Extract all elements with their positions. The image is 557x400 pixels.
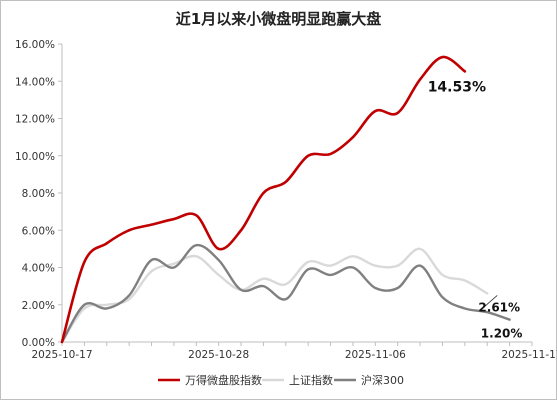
series-line-2 bbox=[60, 243, 511, 344]
legend-label-0: 万得微盘股指数 bbox=[185, 373, 262, 387]
axes: 0.00% 2.00% 4.00% 6.00% 8.00% 10.00% 12.00% 14.… bbox=[15, 39, 557, 361]
end-label-2: 1.20% bbox=[481, 327, 523, 341]
x-tick-label: 2025-11-06 bbox=[345, 349, 406, 361]
x-tick-label: 2025-10-28 bbox=[188, 349, 249, 361]
y-tick-label: 10.00% bbox=[15, 151, 55, 163]
y-tick-label: 8.00% bbox=[22, 188, 55, 200]
legend-label-2: 沪深300 bbox=[361, 373, 404, 387]
y-tick-label: 4.00% bbox=[22, 263, 55, 275]
end-label-1: 2.61% bbox=[478, 300, 520, 314]
y-tick-label: 12.00% bbox=[15, 114, 55, 126]
end-label-leader-1 bbox=[480, 295, 498, 310]
legend: 万得微盘股指数 上证指数 沪深300 bbox=[158, 373, 404, 387]
series-line-1 bbox=[60, 247, 489, 344]
y-tick-label: 0.00% bbox=[22, 337, 55, 349]
series-lines bbox=[60, 55, 511, 344]
end-label-0: 14.53% bbox=[428, 79, 486, 95]
x-tick-label: 2025-11-17 bbox=[501, 349, 557, 361]
y-tick-label: 14.00% bbox=[15, 76, 55, 88]
x-tick-label: 2025-10-17 bbox=[31, 349, 92, 361]
series-line-0 bbox=[60, 55, 467, 344]
legend-label-1: 上证指数 bbox=[289, 373, 333, 387]
y-tick-label: 6.00% bbox=[22, 225, 55, 237]
end-labels: 14.53% 2.61% 1.20% bbox=[428, 79, 523, 340]
y-tick-label: 2.00% bbox=[22, 300, 55, 312]
chart-title: 近1月以来小微盘明显跑赢大盘 bbox=[175, 10, 382, 28]
y-tick-label: 16.00% bbox=[15, 39, 55, 51]
